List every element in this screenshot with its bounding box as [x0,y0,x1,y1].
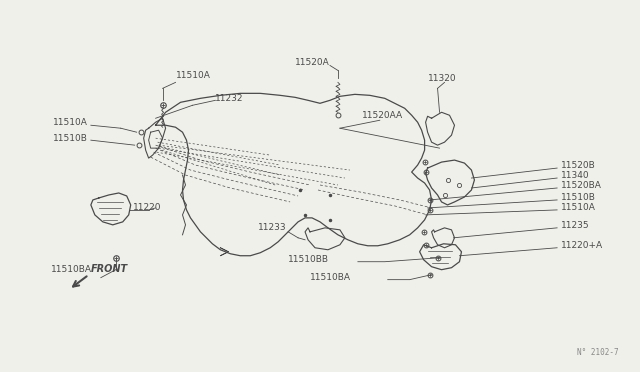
Text: 11232: 11232 [216,94,244,103]
Text: 11510B: 11510B [53,134,88,143]
Text: 11320: 11320 [428,74,456,83]
Text: 11510BA: 11510BA [51,265,92,274]
Text: 11233: 11233 [258,223,287,232]
Text: 11510BB: 11510BB [288,255,329,264]
Text: 11520AA: 11520AA [362,111,403,120]
Text: 11510A: 11510A [53,118,88,127]
Text: 11510B: 11510B [561,193,596,202]
Text: N° 2102-7: N° 2102-7 [577,348,619,357]
Text: 11340: 11340 [561,170,589,180]
Text: FRONT: FRONT [91,264,128,274]
Text: 11235: 11235 [561,221,589,230]
Text: 11520B: 11520B [561,161,596,170]
Text: 11510A: 11510A [561,203,596,212]
Text: 11220+A: 11220+A [561,241,604,250]
Text: 11510BA: 11510BA [310,273,351,282]
Text: 11220: 11220 [132,203,161,212]
Text: 11520BA: 11520BA [561,182,602,190]
Text: 11520A: 11520A [295,58,330,67]
Text: 11510A: 11510A [175,71,211,80]
